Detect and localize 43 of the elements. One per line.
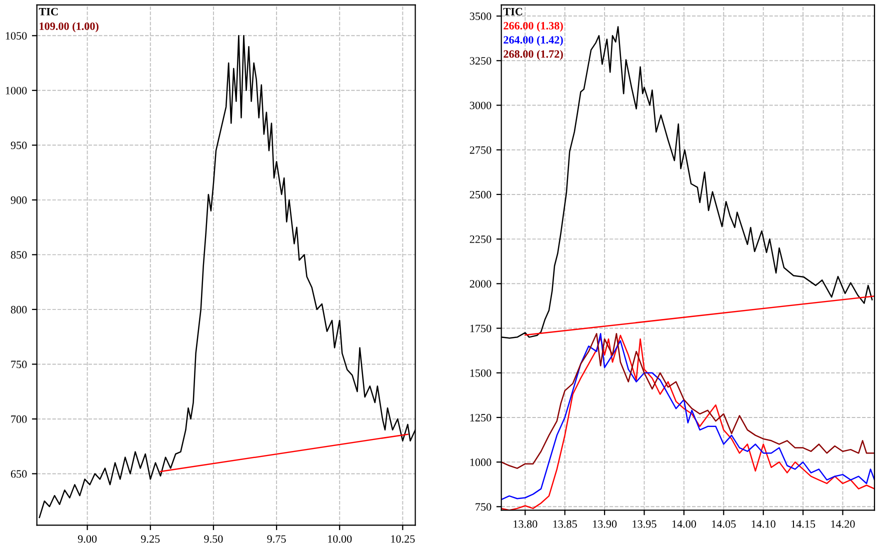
x-tick-label: 13.90 [593, 520, 617, 528]
text: TIC [503, 8, 522, 16]
x-tick-label: 14.00 [672, 520, 696, 528]
y-tick-label: 650 [10, 470, 27, 478]
text: 266.00 (1.38) [504, 22, 563, 32]
y-tick-label: 850 [10, 251, 27, 259]
y-tick-label: 1050 [6, 32, 27, 40]
y-tick-label: 1500 [470, 369, 492, 377]
x-tick-label: 14.10 [752, 520, 776, 528]
y-tick-label: 2750 [470, 146, 492, 154]
y-tick-label: 1000 [6, 86, 27, 94]
x-tick-label: 9.75 [267, 535, 286, 543]
x-tick-label: 13.80 [514, 520, 538, 528]
x-tick-label: 9.00 [78, 535, 97, 543]
y-tick-label: 750 [11, 360, 27, 368]
x-tick-label: 14.20 [831, 520, 855, 528]
y-tick-label: 700 [11, 415, 27, 423]
y-tick-label: 3250 [470, 57, 492, 65]
y-tick-label: 2500 [470, 190, 492, 198]
text: 264.00 (1.42) [504, 36, 563, 46]
y-tick-label: 1750 [470, 324, 492, 332]
text: 268.00 (1.72) [504, 50, 563, 60]
y-tick-label: 800 [10, 306, 27, 314]
y-tick-label: 1250 [470, 414, 492, 422]
text: TIC [38, 8, 58, 16]
x-tick-label: 14.05 [712, 520, 736, 528]
y-tick-label: 1000 [470, 458, 492, 466]
x-tick-label: 10.25 [391, 535, 415, 543]
annotation: 109.00 (1.00) [40, 22, 98, 32]
y-tick-label: 750 [476, 503, 492, 511]
y-tick-label: 2250 [470, 236, 492, 244]
y-tick-label: 3000 [470, 102, 492, 110]
x-tick-label: 10.00 [328, 535, 352, 543]
y-tick-label: 2000 [470, 280, 492, 288]
x-tick-label: 13.95 [632, 520, 656, 528]
x-tick-label: 9.25 [141, 535, 160, 543]
x-tick-label: 9.50 [204, 535, 223, 543]
y-tick-label: 900 [10, 196, 27, 204]
y-tick-label: 950 [10, 142, 27, 150]
x-tick-label: 13.85 [553, 520, 577, 528]
y-tick-label: 3500 [470, 12, 492, 20]
line-series [501, 332, 874, 469]
x-tick-label: 14.15 [792, 520, 816, 528]
